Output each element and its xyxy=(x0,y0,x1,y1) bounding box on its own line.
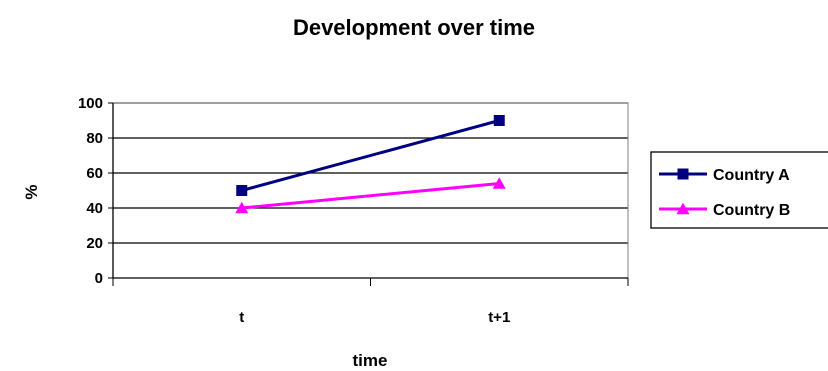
y-tick-label: 40 xyxy=(86,200,103,217)
y-tick-label: 20 xyxy=(86,235,103,252)
y-axis-label: % xyxy=(22,184,41,199)
legend-item: Country A xyxy=(659,167,790,184)
legend-marker xyxy=(676,202,690,215)
y-tick-label: 0 xyxy=(95,270,103,287)
legend-item: Country B xyxy=(659,202,790,219)
data-point xyxy=(235,201,249,214)
chart-title: Development over time xyxy=(293,15,535,40)
series xyxy=(235,115,506,214)
x-tick-label: t xyxy=(239,309,244,326)
series-line xyxy=(241,182,500,210)
series-line xyxy=(241,119,500,192)
data-point xyxy=(492,177,506,189)
y-tick-label: 80 xyxy=(86,130,103,147)
plot-frame xyxy=(112,102,629,279)
y-tick-label: 100 xyxy=(78,95,103,112)
axes: 0 20 40 60 80 100 t t+1 xyxy=(78,95,629,326)
legend-label: Country A xyxy=(713,167,790,184)
legend: Country A Country B xyxy=(650,151,828,229)
data-point xyxy=(236,185,248,196)
y-tick-label: 60 xyxy=(86,165,103,182)
series-country-a xyxy=(236,115,505,196)
legend-label: Country B xyxy=(713,202,790,219)
legend-marker xyxy=(677,168,689,180)
legend-box xyxy=(650,151,828,229)
gridlines xyxy=(113,102,628,244)
x-axis-label: time xyxy=(353,351,388,370)
x-tick-label: t+1 xyxy=(488,309,510,326)
series-country-b xyxy=(235,177,506,214)
data-point xyxy=(493,115,505,126)
